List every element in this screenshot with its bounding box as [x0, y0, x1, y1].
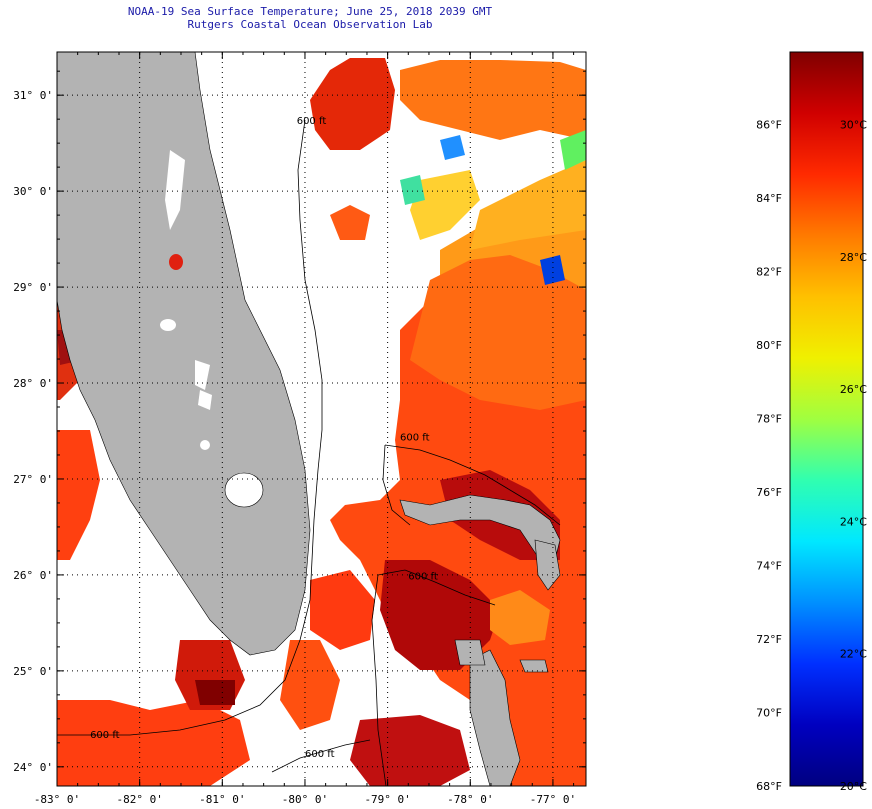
colorbar-f-label: 86°F [756, 119, 782, 132]
lon-tick-label: -78° 0' [447, 793, 493, 806]
lon-tick-label: -83° 0' [34, 793, 80, 806]
colorbar-c-label: 28°C [840, 251, 867, 264]
lat-tick-label: 27° 0' [13, 473, 53, 486]
colorbar-c-label: 22°C [840, 648, 867, 661]
lon-tick-label: -82° 0' [116, 793, 162, 806]
colorbar-f-label: 84°F [756, 192, 782, 205]
colorbar-f-label: 74°F [756, 560, 782, 573]
lat-tick-label: 31° 0' [13, 89, 53, 102]
lon-tick-label: -77° 0' [530, 793, 576, 806]
colorbar-c-label: 26°C [840, 383, 867, 396]
lat-tick-label: 26° 0' [13, 569, 53, 582]
colorbar-c-label: 20°C [840, 780, 867, 793]
colorbar-f-label: 68°F [756, 780, 782, 793]
colorbar [789, 51, 864, 787]
colorbar-c-label: 24°C [840, 515, 867, 528]
map-subtitle: Rutgers Coastal Ocean Observation Lab [187, 18, 433, 31]
lake-okeechobee [224, 472, 264, 508]
sst-field [57, 58, 586, 786]
colorbar-f-label: 76°F [756, 486, 782, 499]
lat-tick-label: 28° 0' [13, 377, 53, 390]
isobath-label: 600 ft [305, 749, 335, 760]
colorbar-f-label: 72°F [756, 633, 782, 646]
isobath-label: 600 ft [90, 730, 120, 741]
colorbar-f-label: 78°F [756, 413, 782, 426]
colorbar-f-label: 80°F [756, 339, 782, 352]
isobath-label: 600 ft [408, 572, 438, 583]
latitude-labels: 24° 0' 25° 0' 26° 0' 27° 0' 28° 0' 29° 0' 30° … [13, 89, 53, 774]
colorbar-f-label: 82°F [756, 266, 782, 279]
colorbar-fahrenheit-labels: 86°F 84°F 82°F 80°F 78°F 76°F 74°F 72°F 70°F 68°F [756, 119, 782, 793]
map-frame [56, 51, 587, 787]
lat-tick-label: 24° 0' [13, 761, 53, 774]
isobath-lines [57, 119, 561, 786]
graticule-grid [57, 52, 586, 786]
isobath-label: 600 ft [297, 116, 327, 127]
lon-tick-label: -79° 0' [364, 793, 410, 806]
lat-tick-label: 25° 0' [13, 665, 53, 678]
inland-lakes [160, 150, 212, 450]
longitude-labels: -83° 0' -82° 0' -81° 0' -80° 0' -79° 0' -78° … [34, 793, 576, 806]
colorbar-f-label: 70°F [756, 707, 782, 720]
lon-tick-label: -80° 0' [282, 793, 328, 806]
isobath-label: 600 ft [400, 433, 430, 444]
colorbar-celsius-labels: 30°C 28°C 26°C 24°C 22°C 20°C [840, 119, 867, 793]
map-title: NOAA-19 Sea Surface Temperature; June 25… [127, 5, 493, 18]
colorbar-c-label: 30°C [840, 119, 867, 132]
axis-ticks [56, 52, 586, 786]
lon-tick-label: -81° 0' [199, 793, 245, 806]
lat-tick-label: 29° 0' [13, 281, 53, 294]
lat-tick-label: 30° 0' [13, 185, 53, 198]
